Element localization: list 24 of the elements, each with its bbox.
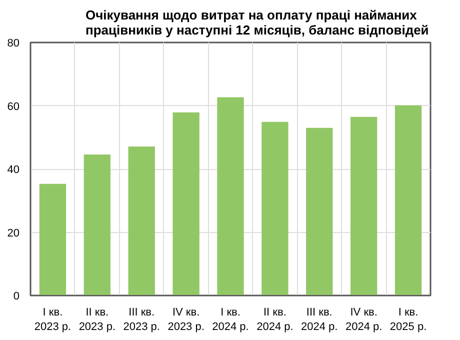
bar xyxy=(306,128,333,296)
bar xyxy=(84,154,110,296)
chart-title: Очікування щодо витрат на оплату праці найманих працівників у наступні 12 місяців, баланс відповідей xyxy=(86,8,429,38)
x-tick-label: II кв. 2024 р. xyxy=(256,306,294,333)
bar xyxy=(394,105,422,296)
bar xyxy=(39,184,66,296)
y-tick-label: 80 xyxy=(7,38,20,50)
bar xyxy=(350,116,378,296)
x-tick-label: IV кв. 2024 р. xyxy=(345,306,382,333)
y-tick-label: 40 xyxy=(7,164,20,176)
x-tick-label: III кв. 2024 р. xyxy=(301,306,338,333)
x-tick-label: I кв. 2025 р. xyxy=(390,306,427,333)
x-tick-label: I кв. 2024 р. xyxy=(212,306,249,333)
y-tick-label: 20 xyxy=(7,227,20,240)
bar xyxy=(128,146,155,296)
x-tick-label: IV кв. 2023 р. xyxy=(168,306,204,333)
bar xyxy=(217,97,244,296)
y-tick-label: 60 xyxy=(7,100,20,113)
bar xyxy=(172,112,200,296)
x-tick-label: III кв. 2023 р. xyxy=(123,306,160,333)
x-tick-label: II кв. 2023 р. xyxy=(78,306,116,333)
bar xyxy=(262,122,288,296)
y-tick-label: 0 xyxy=(13,290,20,302)
x-tick-label: I кв. 2023 р. xyxy=(34,306,72,333)
